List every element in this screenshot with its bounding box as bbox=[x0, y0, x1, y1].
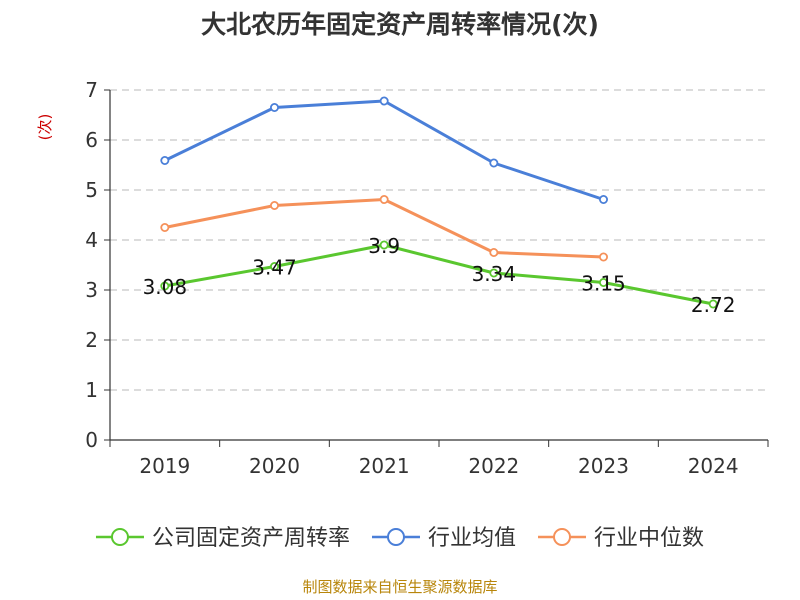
data-label: 3.08 bbox=[143, 275, 188, 299]
source-note: 制图数据来自恒生聚源数据库 bbox=[302, 578, 497, 596]
chart-title: 大北农历年固定资产周转率情况(次) bbox=[201, 10, 599, 39]
data-labels: 3.08 3.47 3.9 3.34 3.15 2.72 bbox=[143, 234, 736, 317]
data-label: 2.72 bbox=[691, 293, 736, 317]
series-2 bbox=[160, 194, 609, 262]
legend-marker bbox=[553, 528, 572, 546]
legend-item-1: 行业均值 bbox=[371, 526, 516, 551]
data-point bbox=[379, 194, 389, 204]
data-point bbox=[599, 252, 609, 262]
x-tick-label: 2023 bbox=[578, 454, 629, 478]
y-tick-label: 7 bbox=[85, 78, 98, 102]
data-point bbox=[269, 200, 279, 210]
x-tick-label: 2022 bbox=[468, 454, 519, 478]
legend: 公司固定资产周转率 行业均值 行业中位数 bbox=[95, 526, 704, 551]
data-point bbox=[489, 268, 499, 278]
y-tick-label: 3 bbox=[85, 278, 98, 302]
series-line bbox=[164, 243, 714, 306]
data-point bbox=[489, 247, 499, 257]
data-point bbox=[379, 96, 389, 106]
data-point bbox=[599, 194, 609, 204]
data-label: 3.9 bbox=[368, 234, 400, 258]
y-tick-label: 2 bbox=[85, 328, 98, 352]
y-tick-label: 4 bbox=[85, 228, 98, 252]
data-point bbox=[379, 240, 389, 250]
series-1 bbox=[160, 96, 609, 204]
legend-label: 行业中位数 bbox=[594, 526, 704, 551]
legend-label: 行业均值 bbox=[428, 526, 516, 551]
data-point bbox=[160, 155, 170, 165]
data-point bbox=[489, 158, 499, 168]
data-point bbox=[599, 277, 609, 287]
grid bbox=[110, 89, 768, 391]
legend-item-0: 公司固定资产周转率 bbox=[95, 526, 350, 551]
data-point bbox=[160, 281, 170, 291]
data-label: 3.34 bbox=[472, 262, 517, 286]
y-tick-label: 1 bbox=[85, 378, 98, 402]
data-point bbox=[708, 299, 718, 309]
y-tick-label: 0 bbox=[85, 428, 98, 452]
legend-label: 公司固定资产周转率 bbox=[152, 526, 350, 551]
y-tick-label: 5 bbox=[85, 178, 98, 202]
x-tick-label: 2020 bbox=[249, 454, 300, 478]
data-label: 3.47 bbox=[252, 256, 297, 280]
legend-marker bbox=[386, 528, 405, 546]
data-label: 3.15 bbox=[581, 272, 626, 296]
series-layer bbox=[160, 96, 718, 309]
x-tick-label: 2024 bbox=[688, 454, 739, 478]
y-tick-label: 6 bbox=[85, 128, 98, 152]
x-tick-label: 2019 bbox=[139, 454, 190, 478]
series-0 bbox=[160, 240, 718, 309]
data-point bbox=[269, 103, 279, 113]
data-point bbox=[269, 261, 279, 271]
series-line bbox=[164, 99, 604, 201]
x-tick-label: 2021 bbox=[359, 454, 410, 478]
y-axis-label: (次) bbox=[36, 114, 54, 141]
data-point bbox=[160, 222, 170, 232]
legend-marker bbox=[110, 528, 129, 546]
legend-item-2: 行业中位数 bbox=[538, 526, 704, 551]
axes: 0 1 2 3 4 5 6 7 2019 2020 2021 2022 2023 2024 bbox=[85, 78, 769, 478]
